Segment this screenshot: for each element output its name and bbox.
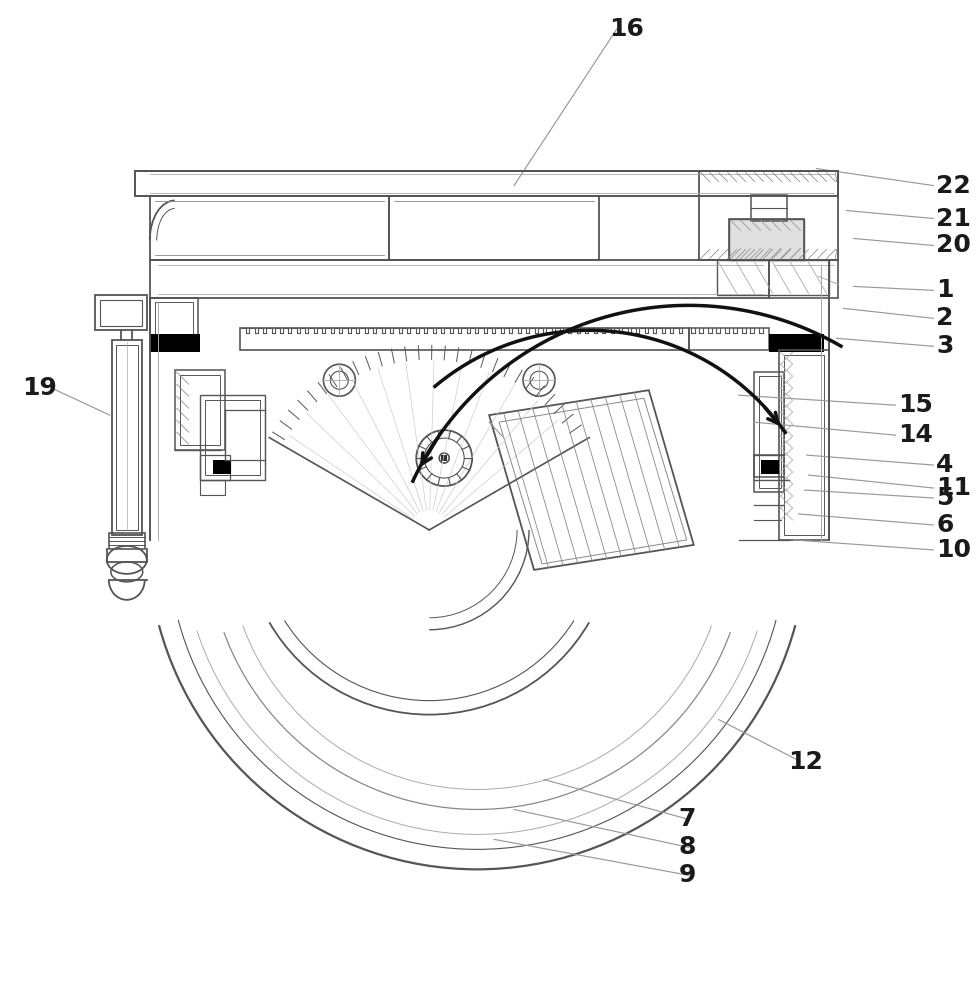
Text: 5: 5 xyxy=(935,486,953,510)
Bar xyxy=(778,350,828,540)
Bar xyxy=(135,171,837,196)
Text: 21: 21 xyxy=(935,207,970,231)
Text: 11: 11 xyxy=(935,476,970,500)
Text: 7: 7 xyxy=(678,807,696,831)
Bar xyxy=(111,340,142,535)
Bar xyxy=(95,295,147,330)
Bar xyxy=(199,455,230,480)
Bar xyxy=(100,300,142,326)
Text: 20: 20 xyxy=(935,233,970,257)
Bar xyxy=(212,460,231,474)
Bar xyxy=(768,334,823,352)
Bar xyxy=(149,260,768,298)
Bar xyxy=(441,455,446,461)
Bar xyxy=(758,376,780,488)
Bar xyxy=(389,196,598,260)
Bar xyxy=(149,298,197,340)
Bar xyxy=(108,533,145,549)
Text: 15: 15 xyxy=(898,393,932,417)
Text: 16: 16 xyxy=(609,17,643,41)
Bar xyxy=(204,400,259,475)
Text: 12: 12 xyxy=(787,750,823,774)
Bar xyxy=(728,219,803,260)
Bar xyxy=(149,334,199,352)
Bar xyxy=(239,328,688,350)
Text: 10: 10 xyxy=(935,538,970,562)
Text: 6: 6 xyxy=(935,513,953,537)
Bar xyxy=(760,460,778,474)
Text: 1: 1 xyxy=(935,278,953,302)
Bar xyxy=(716,260,828,295)
Text: 19: 19 xyxy=(21,376,57,400)
Bar xyxy=(175,370,225,450)
Bar xyxy=(753,455,783,477)
Text: 2: 2 xyxy=(935,306,953,330)
Bar xyxy=(698,171,837,260)
Bar xyxy=(728,219,803,260)
Text: 22: 22 xyxy=(935,174,970,198)
Text: 3: 3 xyxy=(935,334,953,358)
Bar xyxy=(154,302,192,337)
Bar xyxy=(180,375,220,445)
Bar xyxy=(768,260,837,298)
Bar xyxy=(753,372,783,492)
Bar xyxy=(750,195,786,221)
Bar xyxy=(783,355,823,535)
Bar xyxy=(115,345,138,530)
Bar xyxy=(149,196,389,260)
Bar xyxy=(199,480,225,495)
Text: 8: 8 xyxy=(678,835,696,859)
Bar xyxy=(199,395,264,480)
Bar xyxy=(688,328,768,350)
Text: 14: 14 xyxy=(898,423,932,447)
Text: 4: 4 xyxy=(935,453,953,477)
Text: 9: 9 xyxy=(678,863,696,887)
